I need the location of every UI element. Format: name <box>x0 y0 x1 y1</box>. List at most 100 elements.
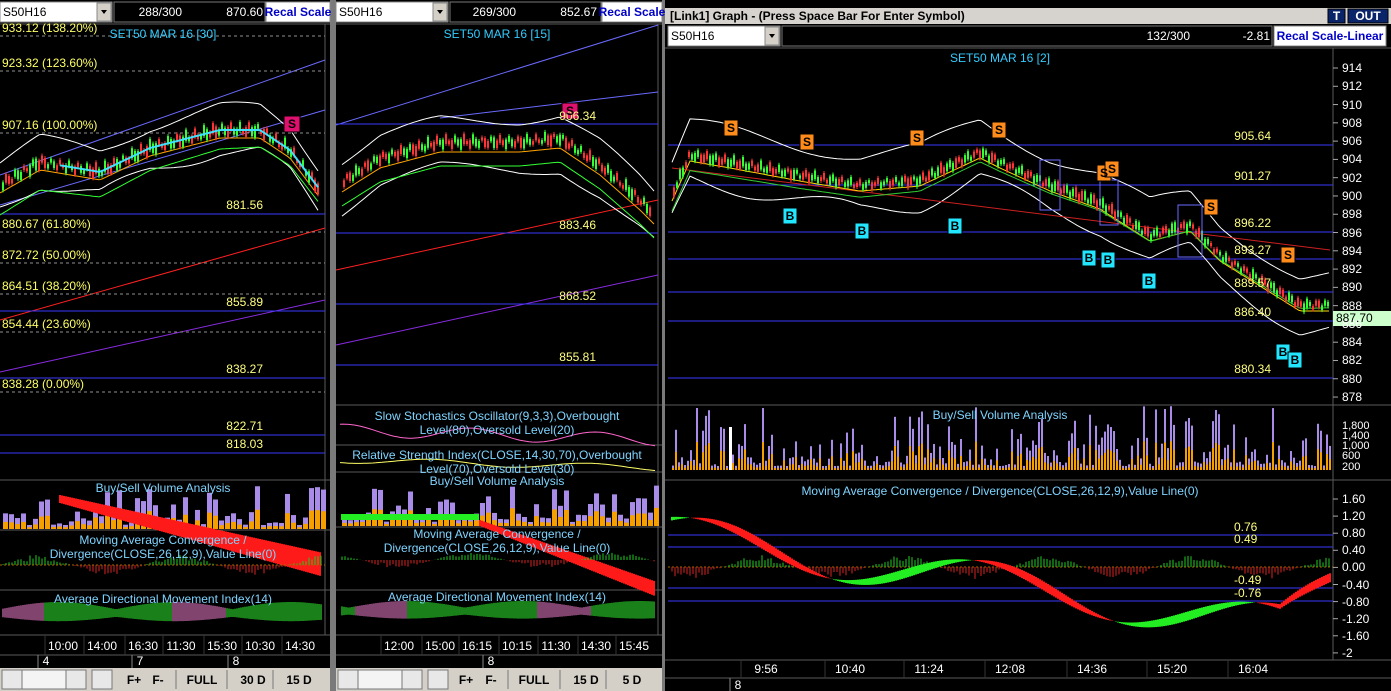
volume-bar <box>753 466 755 470</box>
fib-label: 907.16 (100.00%) <box>2 118 98 132</box>
volume-bar <box>207 512 212 529</box>
toolbar-button[interactable]: 30 D <box>240 673 266 687</box>
candle-body <box>436 135 438 144</box>
volume-bar <box>843 465 845 470</box>
volume-bar <box>858 462 860 470</box>
volume-bar <box>504 519 509 526</box>
axis-label: 896 <box>1342 225 1363 240</box>
symbol-input[interactable]: S50H16 <box>339 5 383 19</box>
scale-button[interactable]: Recal Scale-Linear <box>1276 29 1384 43</box>
candle-body <box>26 168 28 172</box>
volume-bar <box>1122 465 1124 470</box>
candle-body <box>1327 301 1329 307</box>
candle-body <box>266 128 268 134</box>
volume-bar <box>879 467 881 470</box>
volume-bar <box>444 499 449 526</box>
candle-body <box>691 154 693 160</box>
volume-bar <box>243 527 248 529</box>
candle-body <box>853 184 855 189</box>
toolbar-button[interactable]: 5 D <box>622 673 642 687</box>
volume-bar <box>1296 462 1298 470</box>
toolbar-button[interactable]: FULL <box>186 673 218 687</box>
volume-bar <box>963 462 965 470</box>
candle-body <box>427 136 429 148</box>
volume-bar <box>273 522 278 529</box>
candle-body <box>1195 230 1197 237</box>
volume-bar <box>195 509 200 529</box>
volume-bar <box>942 464 944 470</box>
toolbar-button[interactable]: F- <box>485 673 497 687</box>
toolbar-button[interactable]: 15 D <box>286 673 312 687</box>
candle-body <box>781 170 783 177</box>
candle-body <box>1183 221 1185 229</box>
volume-bar <box>1221 465 1223 470</box>
volume-bar <box>642 498 647 526</box>
bollinger-band <box>341 115 655 192</box>
scale-button[interactable]: Recal Scale <box>598 5 666 19</box>
candle-body <box>1318 300 1320 308</box>
scale-button[interactable]: Recal Scale <box>264 5 332 19</box>
volume-bar <box>1260 463 1262 470</box>
candle-body <box>1300 301 1302 307</box>
bollinger-band <box>0 101 319 172</box>
candle-body <box>535 134 537 141</box>
volume-bar <box>897 440 899 470</box>
volume-bar <box>45 515 50 529</box>
axis-label: 890 <box>1342 280 1363 295</box>
label: 870.60 <box>226 5 263 19</box>
candle-body <box>892 179 894 186</box>
candle-body <box>415 146 417 157</box>
volume-bar <box>1287 468 1289 470</box>
candle-body <box>391 149 393 155</box>
volume-bar <box>735 465 737 470</box>
volume-bar <box>348 520 353 526</box>
axis-label: 1,800 <box>1342 420 1370 432</box>
volume-bar <box>789 464 791 470</box>
candle-body <box>161 144 163 148</box>
symbol-input[interactable]: S50H16 <box>671 29 715 43</box>
volume-bar <box>1020 433 1022 470</box>
candle-body <box>1018 167 1020 173</box>
volume-bar <box>606 517 611 526</box>
volume-bar <box>681 457 683 470</box>
level-label: 889.57 <box>1234 276 1271 290</box>
volume-bar <box>849 468 851 470</box>
volume-bar <box>1296 466 1298 470</box>
volume-bar <box>1119 465 1121 470</box>
volume-bar <box>564 490 569 526</box>
volume-bar <box>63 524 68 529</box>
toolbar-button[interactable]: F+ <box>458 673 474 687</box>
candle-body <box>709 155 711 165</box>
candle-body <box>1051 184 1053 193</box>
candle-body <box>955 158 957 168</box>
info-box <box>449 1 602 23</box>
toolbar-button[interactable]: FULL <box>518 673 550 687</box>
axis-label: 914 <box>1342 61 1363 75</box>
volume-bar <box>1218 414 1220 470</box>
volume-bar <box>921 443 923 470</box>
candle-body <box>1072 188 1074 197</box>
toolbar-button[interactable]: F+ <box>126 673 142 687</box>
volume-bar <box>39 516 44 529</box>
toolbar-button[interactable]: F- <box>152 673 164 687</box>
date-label: 8 <box>734 678 742 691</box>
volume-bar <box>1086 465 1088 470</box>
volume-bar <box>1062 467 1064 470</box>
candle-body <box>796 169 798 174</box>
volume-bar <box>1068 440 1070 470</box>
volume-bar <box>933 443 935 470</box>
volume-bar <box>1203 452 1205 470</box>
volume-bar <box>309 510 314 529</box>
candle-body <box>1111 203 1113 214</box>
candle-body <box>457 139 459 146</box>
candle-body <box>284 137 286 149</box>
candle-body <box>886 178 888 183</box>
toolbar-button[interactable]: 15 D <box>573 673 599 687</box>
volume-bar <box>936 467 938 470</box>
candle-body <box>940 162 942 173</box>
candle-body <box>1225 252 1227 262</box>
volume-bar <box>1047 455 1049 470</box>
volume-bar <box>1323 467 1325 470</box>
axis-label: -0.40 <box>1342 577 1370 592</box>
symbol-input[interactable]: S50H16 <box>3 5 47 19</box>
